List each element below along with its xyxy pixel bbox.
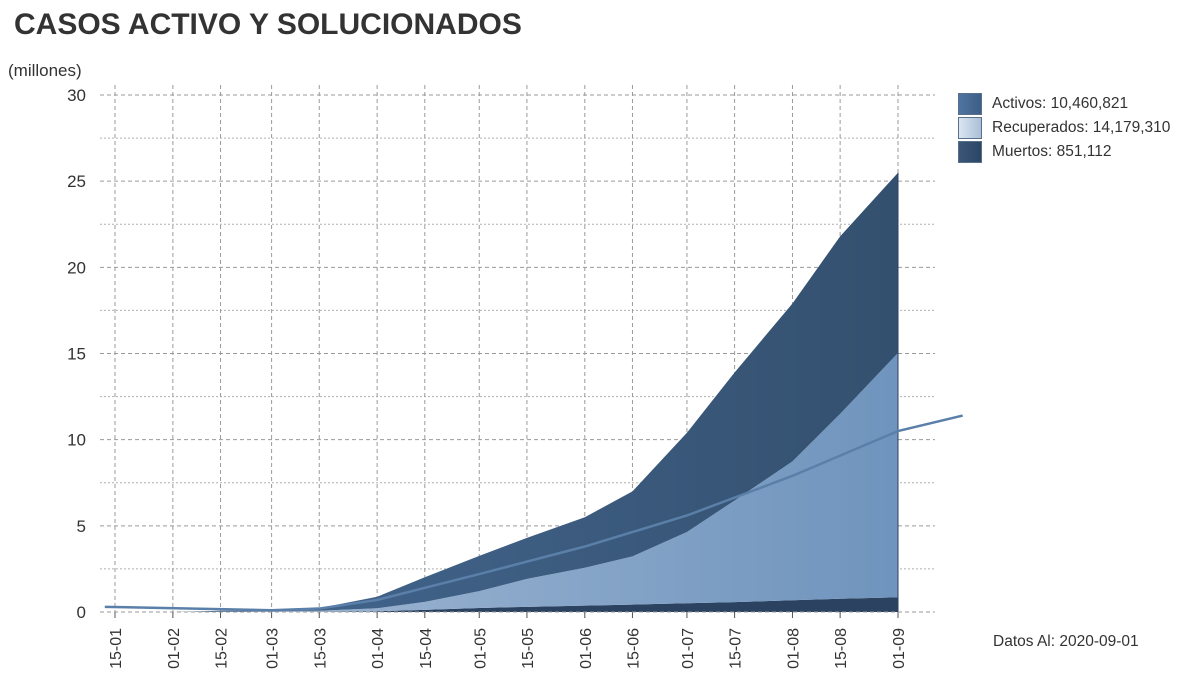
legend: Activos: 10,460,821 Recuperados: 14,179,… xyxy=(958,92,1170,164)
x-tick-label-15-07: 15-07 xyxy=(728,628,745,669)
x-tick-label-01-05: 01-05 xyxy=(472,628,489,669)
y-axis-unit-label: (millones) xyxy=(8,61,82,80)
x-tick-label-15-06: 15-06 xyxy=(625,628,642,669)
x-tick-label-01-02: 01-02 xyxy=(166,628,183,669)
axes: 0 5 10 15 20 25 30 15-01 01-02 15-02 01-03 15-03 01-… xyxy=(67,86,935,669)
legend-swatch-recuperados xyxy=(958,117,982,139)
legend-label-muertos: Muertos: 851,112 xyxy=(992,143,1112,160)
x-tick-label-01-04: 01-04 xyxy=(370,628,387,669)
x-tick-label-01-07: 01-07 xyxy=(680,628,697,669)
y-tick-label-30: 30 xyxy=(67,86,86,105)
y-tick-label-15: 15 xyxy=(67,345,86,364)
x-tick-label-15-04: 15-04 xyxy=(418,628,435,669)
trend-line-layer xyxy=(104,414,963,612)
y-tick-label-20: 20 xyxy=(67,258,86,277)
x-tick-label-15-08: 15-08 xyxy=(833,628,850,669)
x-tick-label-15-05: 15-05 xyxy=(520,628,537,669)
y-tick-label-10: 10 xyxy=(67,431,86,450)
data-date-note: Datos Al: 2020-09-01 xyxy=(993,633,1139,650)
y-tick-label-25: 25 xyxy=(67,172,86,191)
area-recuperados xyxy=(115,352,898,612)
legend-swatch-muertos xyxy=(958,141,982,163)
stacked-areas xyxy=(115,172,899,612)
x-tick-label-01-08: 01-08 xyxy=(785,628,802,669)
x-tick-label-15-03: 15-03 xyxy=(312,628,329,669)
area-activos xyxy=(115,172,898,612)
legend-label-activos: Activos: 10,460,821 xyxy=(992,95,1129,112)
x-tick-label-01-03: 01-03 xyxy=(265,628,282,669)
legend-item-muertos[interactable]: Muertos: 851,112 xyxy=(958,140,1170,164)
x-tick-label-15-01: 15-01 xyxy=(108,628,125,669)
legend-label-recuperados: Recuperados: 14,179,310 xyxy=(992,119,1171,136)
legend-swatch-activos xyxy=(958,93,982,115)
legend-item-activos[interactable]: Activos: 10,460,821 xyxy=(958,92,1170,116)
y-tick-label-0: 0 xyxy=(77,603,86,622)
y-tick-label-5: 5 xyxy=(77,517,86,536)
legend-item-recuperados[interactable]: Recuperados: 14,179,310 xyxy=(958,116,1170,140)
area-muertos xyxy=(115,597,898,612)
x-tick-label-15-02: 15-02 xyxy=(214,628,231,669)
x-tick-label-01-09: 01-09 xyxy=(891,628,908,669)
activos-trend-line xyxy=(104,414,963,612)
page-title: CASOS ACTIVO Y SOLUCIONADOS xyxy=(14,8,522,41)
x-tick-label-01-06: 01-06 xyxy=(578,628,595,669)
